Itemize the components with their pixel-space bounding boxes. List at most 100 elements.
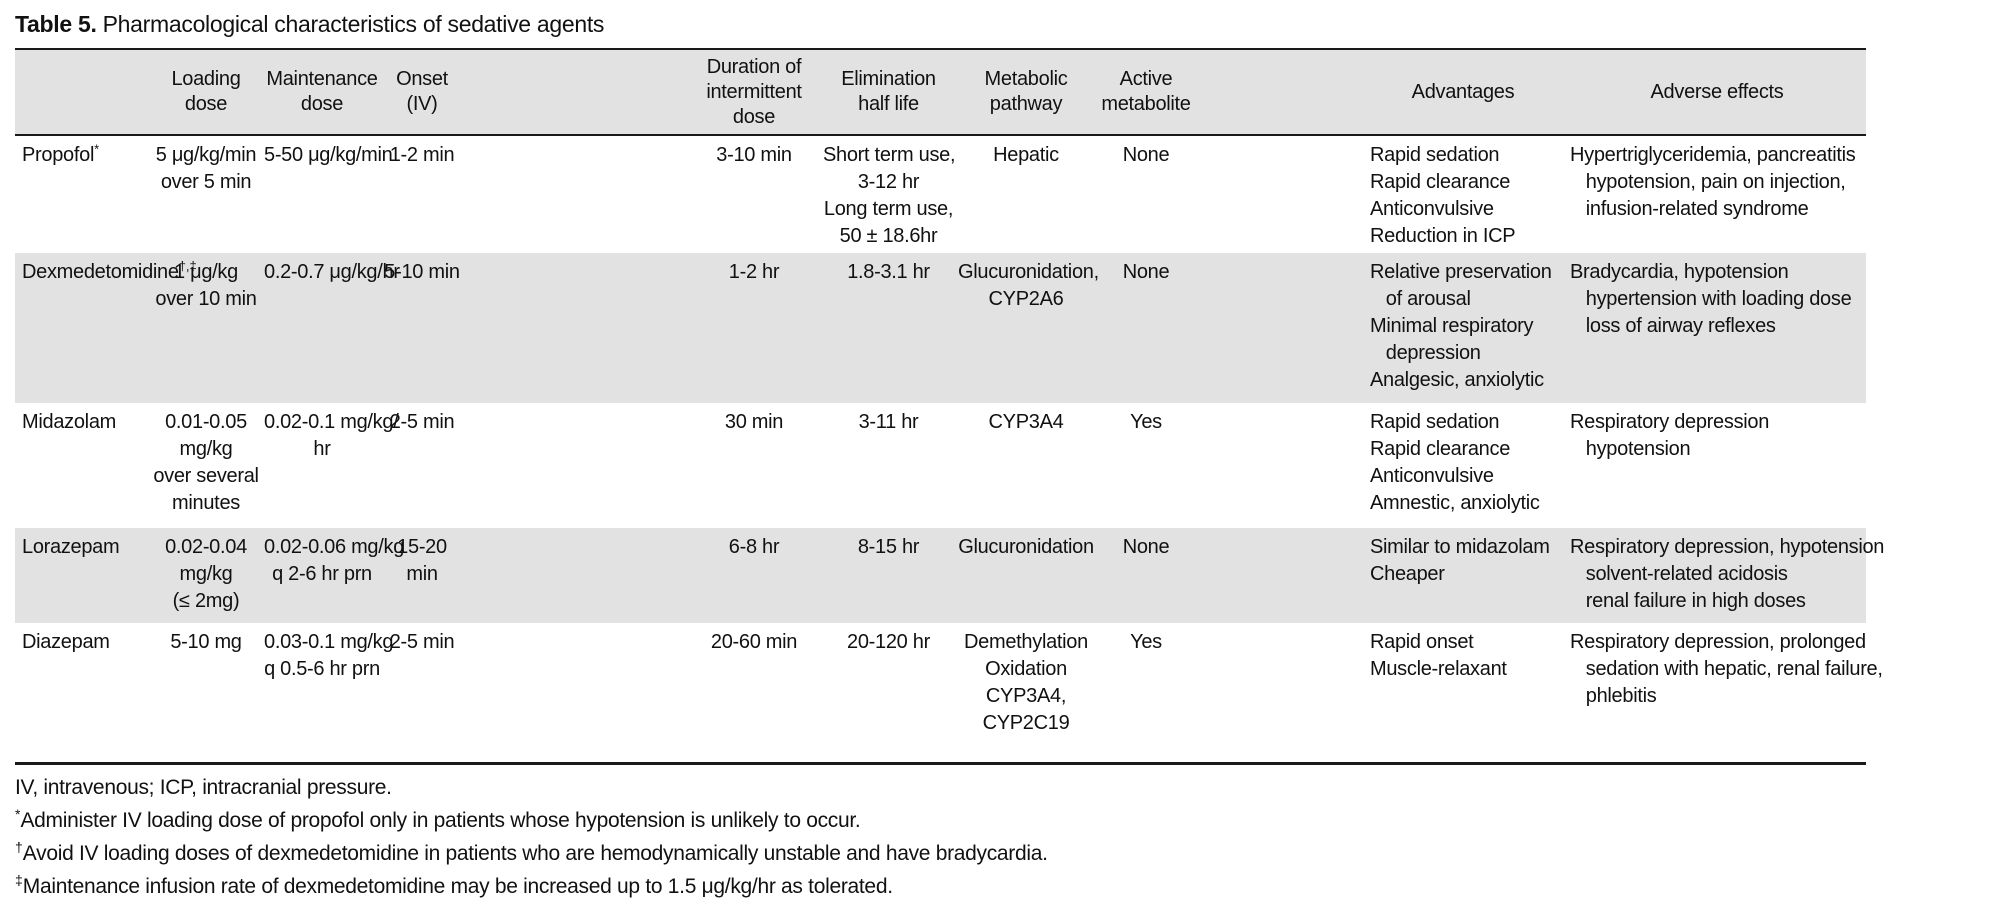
cell-active-metabolite: None [1122,144,1170,166]
table-footnotes: IV, intravenous; ICP, intracranial press… [15,771,2000,903]
footnote-marker: † [15,838,23,855]
cell-elimination-half-life: 3-11 hr [858,411,919,433]
spacer-cell [1196,403,1358,528]
footnote-marker: * [94,141,100,157]
cell-elimination-half-life: 1.8-3.1 hr [847,261,930,283]
spacer-cell [462,253,687,403]
cell-onset-iv: 15-20 min [397,536,447,585]
footnote-dexmedetomidine-loading: †Avoid IV loading doses of dexmedetomidi… [15,837,2000,870]
col-header-onset-iv: Onset (IV) [396,68,448,115]
header-spacer [1196,49,1358,135]
cell-elimination-half-life: 20-120 hr [847,631,930,653]
row-dexmedetomidine: Dexmedetomidine†,‡ 1 μg/kg over 10 min 0… [15,253,1866,403]
table-caption: Pharmacological characteristics of sedat… [96,11,605,37]
cell-adverse-effects: Bradycardia, hypotension hypertension wi… [1570,261,1852,337]
cell-advantages: Rapid sedation Rapid clearance Anticonvu… [1370,411,1540,514]
cell-loading-dose: 0.01-0.05 mg/kg over several minutes [153,411,259,514]
cell-metabolic-pathway: Glucuronidation [958,536,1094,558]
spacer-cell [1196,528,1358,623]
footnote-text: Administer IV loading dose of propofol o… [20,808,861,832]
drug-name: Lorazepam [22,536,120,558]
sedative-agents-table: Loading dose Maintenance dose Onset (IV)… [15,48,1885,765]
col-header-maintenance-dose: Maintenance dose [266,68,378,115]
spacer-cell [462,528,687,623]
cell-maintenance-dose: 5-50 μg/kg/min [264,144,393,166]
cell-adverse-effects: Hypertriglyceridemia, pancreatitis hypot… [1570,144,1856,220]
footnote-text: IV, intravenous; ICP, intracranial press… [15,775,392,799]
footnote-marker: * [15,805,21,822]
col-header-duration-intermittent-dose: Duration of intermittent dose [706,55,802,128]
spacer-cell [462,623,687,763]
cell-adverse-effects: Respiratory depression, hypotension solv… [1570,536,1885,612]
footnote-propofol: *Administer IV loading dose of propofol … [15,804,2000,837]
cell-maintenance-dose: 0.02-0.1 mg/kg/ hr [264,411,399,460]
cell-active-metabolite: None [1122,261,1170,283]
cell-drug-name: Propofol* [15,135,150,253]
cell-loading-dose: 5-10 mg [170,631,242,653]
row-lorazepam: Lorazepam 0.02-0.04 mg/kg (≤ 2mg) 0.02-0… [15,528,1885,623]
cell-elimination-half-life: Short term use, 3-12 hr Long term use, 5… [823,144,956,247]
spacer-cell [462,403,687,528]
cell-drug-name: Midazolam [15,403,150,528]
cell-maintenance-dose: 0.02-0.06 mg/kg q 2-6 hr prn [264,536,405,585]
cell-drug-name: Diazepam [15,623,150,763]
cell-advantages: Rapid sedation Rapid clearance Anticonvu… [1370,144,1516,247]
cell-drug-name: Dexmedetomidine†,‡ [15,253,197,403]
col-header-drug [15,49,150,135]
cell-onset-iv: 5-10 min [384,261,460,283]
cell-metabolic-pathway: Hepatic [993,144,1059,166]
footnote-marker: †,‡ [178,258,197,274]
row-diazepam: Diazepam 5-10 mg 0.03-0.1 mg/kg q 0.5-6 … [15,623,1883,763]
header-spacer [462,49,687,135]
cell-active-metabolite: None [1122,536,1170,558]
footnote-text: Avoid IV loading doses of dexmedetomidin… [22,841,1048,865]
spacer-cell [1196,135,1358,253]
cell-metabolic-pathway: Glucuronidation, CYP2A6 [958,261,1099,310]
cell-active-metabolite: Yes [1130,631,1162,653]
drug-name: Diazepam [22,631,110,653]
cell-onset-iv: 2-5 min [389,411,455,433]
cell-advantages: Similar to midazolam Cheaper [1370,536,1550,585]
row-midazolam: Midazolam 0.01-0.05 mg/kg over several m… [15,403,1866,528]
cell-elimination-half-life: 8-15 hr [857,536,920,558]
spacer-cell [1196,253,1358,403]
drug-name: Propofol [22,144,95,166]
cell-maintenance-dose: 0.2-0.7 μg/kg/hr [264,261,400,283]
col-header-active-metabolite: Active metabolite [1101,68,1191,115]
cell-duration-intermittent: 1-2 hr [728,261,780,283]
cell-loading-dose: 1 μg/kg over 10 min [155,261,257,310]
cell-maintenance-dose: 0.03-0.1 mg/kg q 0.5-6 hr prn [264,631,394,680]
spacer-cell [1196,623,1358,763]
cell-active-metabolite: Yes [1130,411,1162,433]
table-title: Table 5. Pharmacological characteristics… [15,10,2000,38]
drug-name: Dexmedetomidine [22,261,179,283]
cell-adverse-effects: Respiratory depression hypotension [1570,411,1770,460]
row-propofol: Propofol* 5 μg/kg/min over 5 min 5-50 μg… [15,135,1866,253]
table-number: Table 5. [15,11,97,37]
cell-metabolic-pathway: Demethylation Oxidation CYP3A4, CYP2C19 [964,631,1088,734]
col-header-elimination-half-life: Elimination half life [841,68,936,115]
col-header-advantages: Advantages [1411,80,1515,103]
footnote-text: Maintenance infusion rate of dexmedetomi… [22,874,893,898]
cell-loading-dose: 0.02-0.04 mg/kg (≤ 2mg) [165,536,247,612]
cell-duration-intermittent: 6-8 hr [728,536,780,558]
cell-duration-intermittent: 20-60 min [710,631,798,653]
cell-duration-intermittent: 3-10 min [716,144,792,166]
cell-metabolic-pathway: CYP3A4 [988,411,1064,433]
cell-duration-intermittent: 30 min [724,411,784,433]
col-header-adverse-effects: Adverse effects [1650,80,1784,103]
footnote-marker: ‡ [15,871,23,888]
col-header-loading-dose: Loading dose [171,68,241,115]
cell-drug-name: Lorazepam [15,528,150,623]
footnote-dexmedetomidine-maintenance: ‡Maintenance infusion rate of dexmedetom… [15,870,2000,903]
header-row: Loading dose Maintenance dose Onset (IV)… [15,49,1866,135]
cell-onset-iv: 1-2 min [389,144,455,166]
footnote-abbreviations: IV, intravenous; ICP, intracranial press… [15,771,2000,804]
cell-advantages: Rapid onset Muscle-relaxant [1370,631,1507,680]
cell-loading-dose: 5 μg/kg/min over 5 min [155,144,257,193]
cell-adverse-effects: Respiratory depression, prolonged sedati… [1570,631,1883,707]
cell-onset-iv: 2-5 min [389,631,455,653]
drug-name: Midazolam [22,411,116,433]
